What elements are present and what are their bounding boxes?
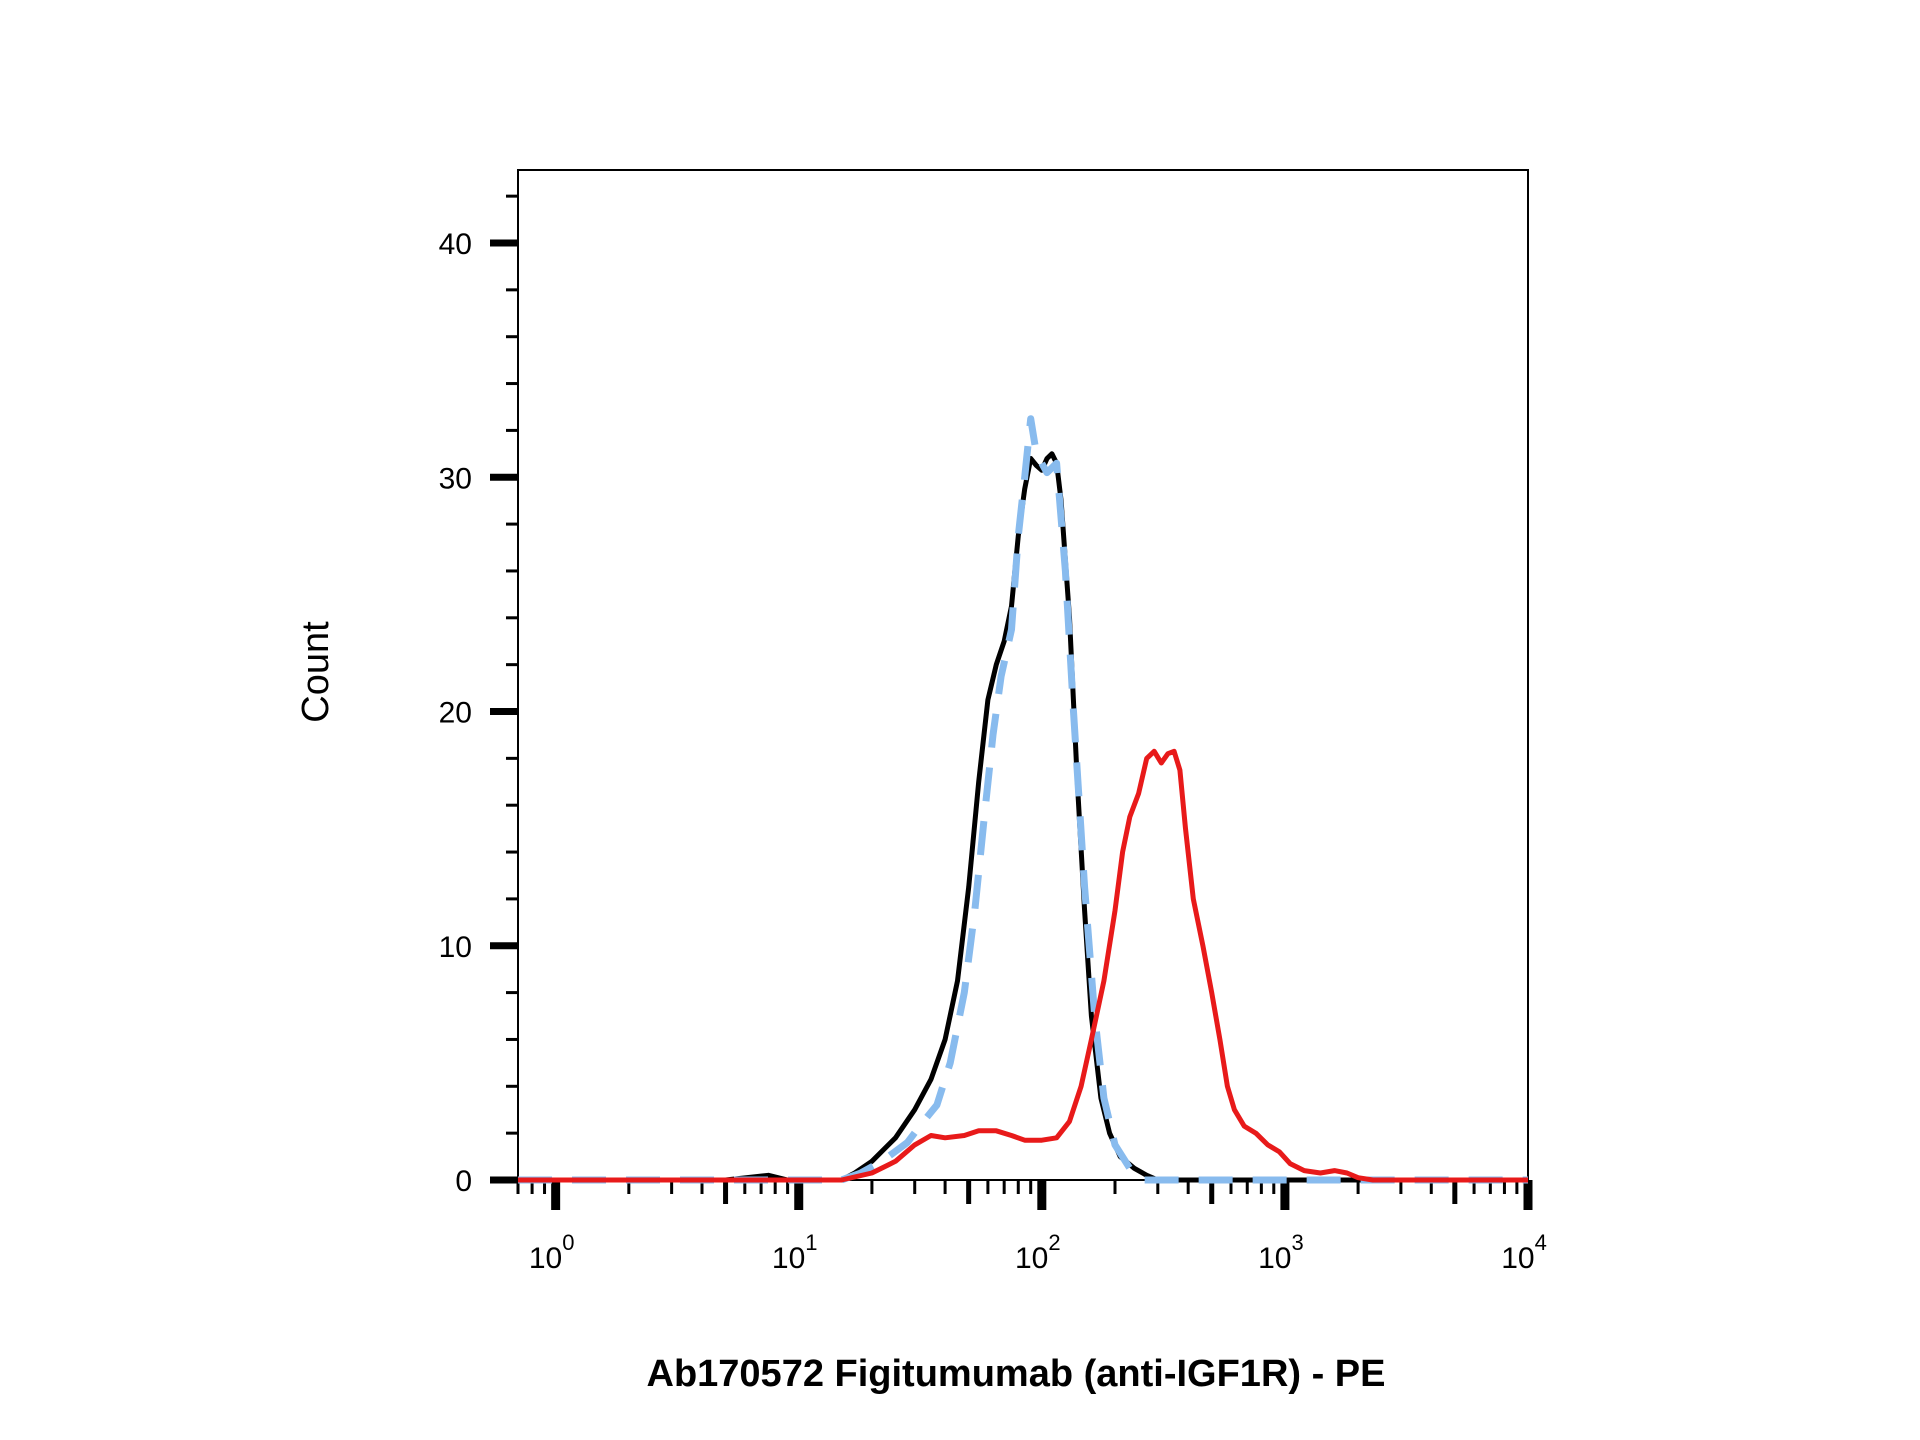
x-tick-base: 10 [772,1242,805,1275]
x-tick-base: 10 [529,1242,562,1275]
series-line-3 [518,748,1528,1183]
x-tick-base: 10 [1258,1242,1291,1275]
y-tick-label: 10 [439,931,472,964]
x-tick-label: 100 [529,1230,575,1275]
series-line-2 [518,415,1528,1184]
y-tick-label: 0 [455,1165,472,1198]
y-tick-label: 20 [439,697,472,730]
x-axis: 100 101 102 103 104 [516,1180,1547,1275]
x-tick-label: 102 [1015,1230,1061,1275]
x-tick-exponent: 0 [562,1230,574,1255]
series-line-1 [518,451,1528,1183]
y-axis: 0 10 20 30 40 [439,194,518,1198]
x-tick-exponent: 2 [1048,1230,1060,1255]
x-tick-base: 10 [1015,1242,1048,1275]
x-tick-exponent: 1 [805,1230,817,1255]
x-tick-label: 101 [772,1230,818,1275]
y-axis-title: Count [295,621,337,723]
x-tick-base: 10 [1501,1242,1534,1275]
x-axis-title: Ab170572 Figitumumab (anti-IGF1R) - PE [647,1353,1386,1395]
series-group [518,415,1528,1184]
x-tick-label: 103 [1258,1230,1304,1275]
plot-frame [517,169,1529,1181]
y-tick-label: 40 [439,228,472,261]
x-tick-exponent: 3 [1291,1230,1303,1255]
x-tick-label: 104 [1501,1230,1547,1275]
x-tick-exponent: 4 [1535,1230,1547,1255]
y-tick-label: 30 [439,462,472,495]
